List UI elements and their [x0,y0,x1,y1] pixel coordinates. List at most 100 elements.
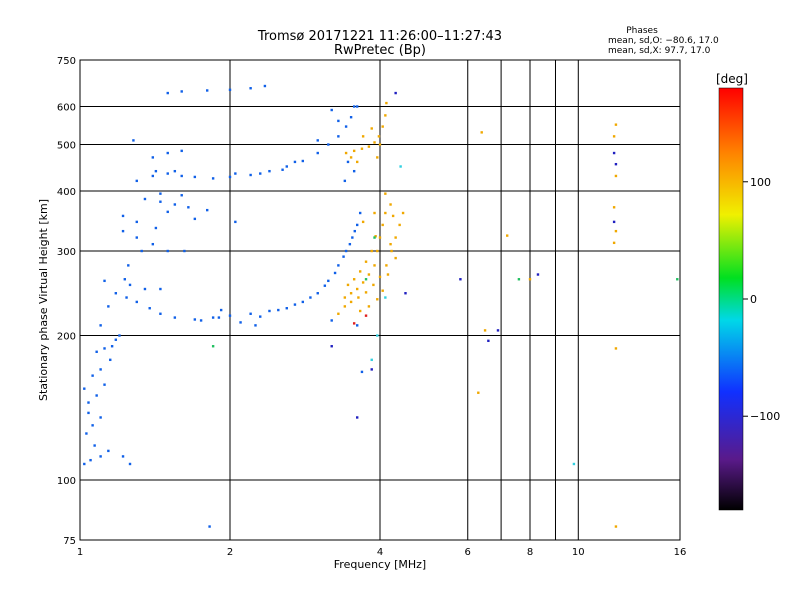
data-point [159,287,162,291]
data-point [364,314,368,317]
data-point [355,287,359,291]
data-point [614,347,618,350]
colorbar-label: [deg] [716,72,748,86]
data-point [268,169,271,173]
data-point [193,318,197,321]
data-point [614,162,618,166]
data-point [572,462,576,466]
data-point [343,296,347,299]
data-point [376,156,379,159]
x-tick-label: 16 [674,547,687,558]
data-point [151,174,155,178]
data-point [285,165,288,168]
data-point [268,309,271,313]
data-point [259,172,262,175]
data-point [180,149,183,153]
data-point [676,278,679,281]
data-point [612,220,616,224]
data-point [358,309,362,313]
data-point [352,149,356,153]
data-point [355,223,359,227]
data-point [301,300,305,304]
data-point [180,174,183,178]
data-point [211,345,215,348]
data-point [316,292,319,295]
data-point [285,307,288,310]
data-point [83,387,86,390]
data-point [614,525,618,528]
data-point [173,169,177,173]
colorbar-tick-label: 100 [750,176,771,189]
data-point [193,175,197,179]
data-point [483,329,487,332]
data-point [135,300,138,304]
data-point [330,108,333,112]
data-point [337,312,340,315]
data-point [378,236,382,239]
y-tick-label: 600 [57,103,76,114]
data-point [187,206,190,209]
data-point [351,236,354,239]
data-point [166,249,169,253]
chart-title: Tromsø 20171221 11:26:00–11:27:43 [257,29,502,44]
data-point [355,160,359,164]
x-tick-label: 6 [465,547,471,558]
data-point [217,316,221,319]
data-point [211,316,215,319]
data-point [384,211,387,215]
data-point [99,455,102,458]
data-point [151,156,155,159]
data-point [107,305,110,308]
data-point [166,151,169,155]
data-point [259,315,262,318]
data-point [93,444,96,447]
chart-subtitle: RwPretec (Bp) [334,43,426,58]
data-point [378,275,382,279]
stats-title: Phases [626,26,658,36]
data-point [386,273,390,276]
data-point [99,324,102,327]
data-point [125,296,128,299]
data-point [228,88,232,92]
data-point [123,278,126,281]
data-point [228,314,232,317]
data-point [370,368,373,371]
data-point [154,169,158,173]
data-point [109,358,112,362]
data-point [103,279,106,283]
y-tick-label: 100 [57,476,76,487]
data-point [135,236,138,239]
data-point [384,114,387,117]
data-point [159,312,162,315]
data-point [91,374,94,377]
data-point [281,168,284,171]
data-point [528,278,532,281]
data-point [394,91,397,95]
data-point [390,249,393,253]
data-point [249,312,252,315]
data-point [357,296,360,299]
data-point [358,211,362,215]
y-tick-label: 200 [57,332,76,343]
data-point [364,260,368,263]
data-point [121,455,125,458]
x-axis-label: Frequency [MHz] [334,558,426,571]
data-point [349,292,353,295]
data-point [166,91,169,95]
data-point [87,401,90,404]
data-point [234,220,237,224]
colorbar-tick-label: −100 [750,410,780,423]
data-point [316,139,319,142]
data-point [254,324,257,327]
data-point [83,462,86,466]
x-tick-label: 8 [527,547,533,558]
data-point [327,279,330,283]
data-point [151,242,155,246]
data-point [459,278,462,281]
data-point [99,368,102,371]
stats-line-o: mean, sd,O: −80.6, 17.0 [608,36,719,46]
data-point [612,241,616,245]
data-point [128,283,132,287]
data-point [496,329,500,332]
data-point [205,89,209,92]
